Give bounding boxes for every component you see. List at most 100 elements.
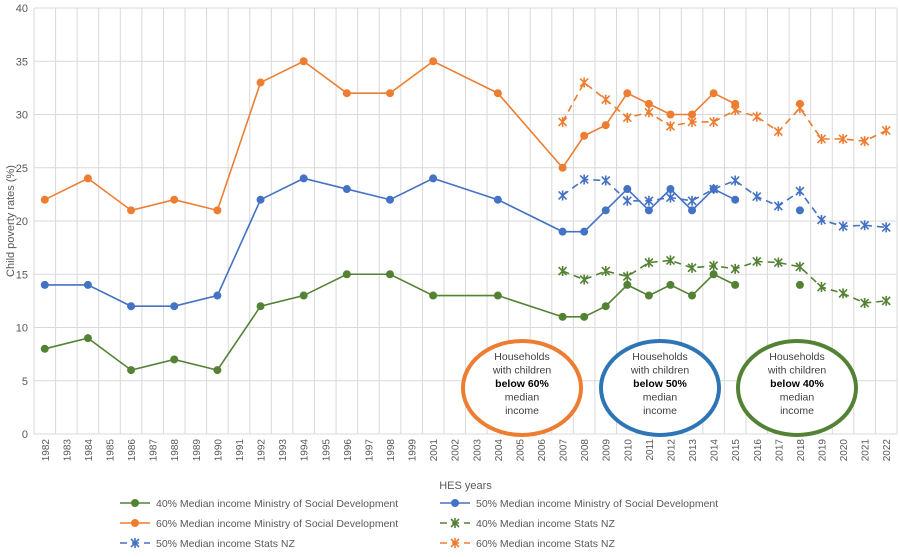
legend-label: 60% Median income Ministry of Social Dev…	[156, 518, 398, 530]
series-line	[44, 273, 736, 372]
data-point	[580, 131, 589, 140]
data-point	[688, 206, 697, 215]
star-marker	[687, 116, 697, 127]
x-tick-label: 1987	[149, 439, 160, 462]
star-marker	[752, 191, 762, 202]
data-point	[40, 280, 49, 289]
data-point	[493, 195, 502, 204]
data-point	[688, 110, 697, 119]
x-tick-label: 1994	[300, 439, 311, 462]
data-point	[731, 280, 740, 289]
annotation-text: with children	[767, 365, 827, 377]
data-point	[385, 270, 394, 279]
x-tick-label: 1983	[62, 439, 73, 462]
data-point	[40, 344, 49, 353]
star-marker	[450, 538, 460, 548]
star-marker	[773, 126, 783, 137]
data-point	[666, 110, 675, 119]
star-marker	[579, 274, 589, 285]
data-point	[493, 89, 502, 98]
y-tick-label: 5	[22, 376, 28, 388]
data-point	[213, 206, 222, 215]
x-tick-label: 1995	[321, 439, 332, 462]
data-point	[40, 195, 49, 204]
data-point	[213, 366, 222, 375]
data-point	[731, 99, 740, 108]
x-tick-label: 1993	[278, 439, 289, 462]
data-point	[623, 280, 632, 289]
annotation-text: income	[505, 405, 539, 417]
star-marker	[687, 195, 697, 206]
data-point	[601, 121, 610, 130]
x-tick-label: 1986	[127, 439, 138, 462]
x-tick-label: 2013	[688, 439, 699, 462]
annotation-text: Households	[769, 351, 824, 363]
ellipse-shape	[599, 339, 721, 437]
series-40-median-income-stats-nz	[558, 255, 891, 309]
x-axis-title: HES years	[439, 480, 492, 492]
data-point	[342, 89, 351, 98]
data-point	[429, 174, 438, 183]
star-marker	[816, 214, 827, 225]
x-tick-label: 2001	[429, 439, 440, 462]
star-marker	[601, 266, 611, 277]
x-tick-label: 2019	[817, 439, 828, 462]
series-line	[44, 60, 736, 212]
star-marker	[709, 184, 719, 195]
data-point	[644, 99, 653, 108]
annotation-text: Households	[494, 351, 549, 363]
legend-label: 60% Median income Stats NZ	[476, 538, 615, 550]
star-marker	[665, 192, 676, 203]
x-tick-label: 2021	[861, 439, 872, 462]
data-point	[170, 302, 179, 311]
legend-label: 50% Median income Stats NZ	[156, 538, 295, 550]
data-point	[83, 174, 92, 183]
star-marker	[838, 288, 848, 299]
series-line	[562, 259, 887, 304]
data-point	[170, 195, 179, 204]
star-marker	[450, 518, 460, 528]
star-marker	[687, 262, 697, 273]
x-tick-label: 1997	[364, 439, 375, 462]
x-tick-label: 1998	[386, 439, 397, 462]
star-marker	[730, 263, 740, 274]
star-marker	[838, 221, 848, 232]
data-point	[731, 195, 740, 204]
ellipse-shape	[736, 339, 858, 437]
star-marker	[795, 186, 805, 197]
data-point	[127, 366, 136, 375]
star-marker	[622, 271, 632, 282]
legend-label: 40% Median income Ministry of Social Dev…	[156, 498, 398, 510]
star-marker	[860, 298, 870, 309]
data-point	[256, 195, 265, 204]
x-tick-label: 2007	[559, 439, 570, 462]
star-marker	[795, 261, 805, 272]
y-tick-label: 30	[16, 110, 28, 122]
legend-label: 40% Median income Stats NZ	[476, 518, 615, 530]
data-point	[644, 291, 653, 300]
x-tick-label: 2004	[494, 439, 505, 462]
star-marker	[881, 222, 891, 233]
annotation-text: below 60%	[495, 378, 549, 390]
data-point	[623, 89, 632, 98]
star-marker	[130, 538, 140, 548]
data-point	[127, 302, 136, 311]
x-tick-label: 1999	[408, 439, 419, 462]
series-60-median-income-stats-nz	[558, 77, 891, 147]
star-marker	[601, 94, 611, 105]
star-marker	[709, 260, 719, 271]
star-marker	[860, 136, 870, 147]
data-point	[493, 291, 502, 300]
star-marker	[860, 220, 870, 231]
data-point	[688, 291, 697, 300]
star-marker	[881, 295, 891, 306]
legend-item: 60% Median income Ministry of Social Dev…	[120, 518, 398, 530]
legend-item: 50% Median income Stats NZ	[120, 538, 295, 550]
annotation-text: with children	[630, 365, 690, 377]
legend-item: 50% Median income Ministry of Social Dev…	[440, 498, 718, 510]
star-marker	[773, 257, 783, 268]
x-tick-label: 2008	[580, 439, 591, 462]
series-60-median-income-ministry-of-social-development	[40, 57, 804, 215]
